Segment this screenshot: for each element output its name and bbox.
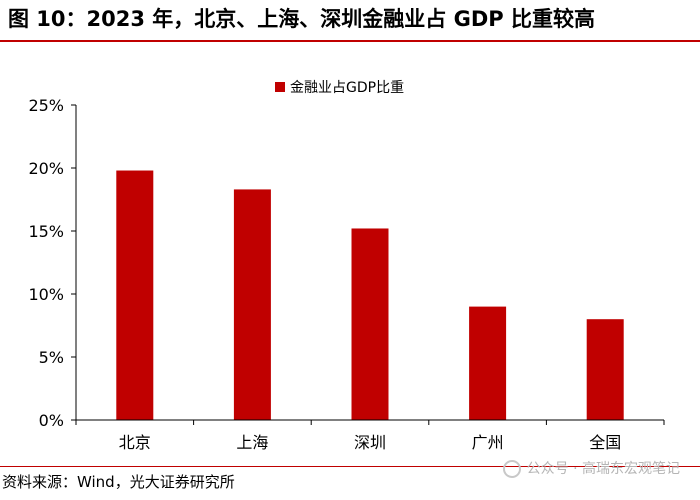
bar-chart: 金融业占GDP比重 0% 5% 10% 15% 20% 25% 北京 上海 深圳 广州 全国 [28, 80, 665, 452]
legend: 金融业占GDP比重 [275, 80, 404, 96]
bar [116, 170, 154, 420]
y-tick-label: 15% [28, 222, 64, 241]
y-tick-label: 25% [28, 96, 64, 115]
source-note: 资料来源：Wind，光大证券研究所 [2, 473, 235, 491]
x-axis: 北京 上海 深圳 广州 全国 [75, 419, 665, 452]
legend-label: 金融业占GDP比重 [290, 80, 404, 96]
bar [586, 319, 624, 420]
footer-divider [0, 466, 700, 467]
watermark: 公众号 · 高瑞东宏观笔记 [502, 456, 680, 482]
y-tick-label: 0% [39, 411, 64, 430]
bar [351, 228, 389, 420]
bar [469, 306, 507, 420]
y-tick-label: 10% [28, 285, 64, 304]
wechat-icon [502, 460, 521, 478]
legend-swatch [275, 82, 285, 92]
y-tick-label: 20% [28, 159, 64, 178]
x-tick-label: 全国 [589, 433, 621, 452]
title-divider [0, 40, 700, 42]
x-tick-label: 上海 [236, 433, 268, 452]
y-tick-label: 5% [39, 348, 64, 367]
chart-title: 图 10：2023 年，北京、上海、深圳金融业占 GDP 比重较高 [8, 7, 595, 31]
watermark-text: 公众号 · 高瑞东宏观笔记 [526, 461, 680, 477]
x-tick-label: 广州 [472, 433, 504, 452]
y-axis: 0% 5% 10% 15% 20% 25% [28, 96, 77, 430]
x-tick-label: 北京 [119, 433, 151, 452]
x-tick-label: 深圳 [354, 433, 386, 452]
bars [116, 170, 624, 420]
bar [233, 189, 271, 420]
